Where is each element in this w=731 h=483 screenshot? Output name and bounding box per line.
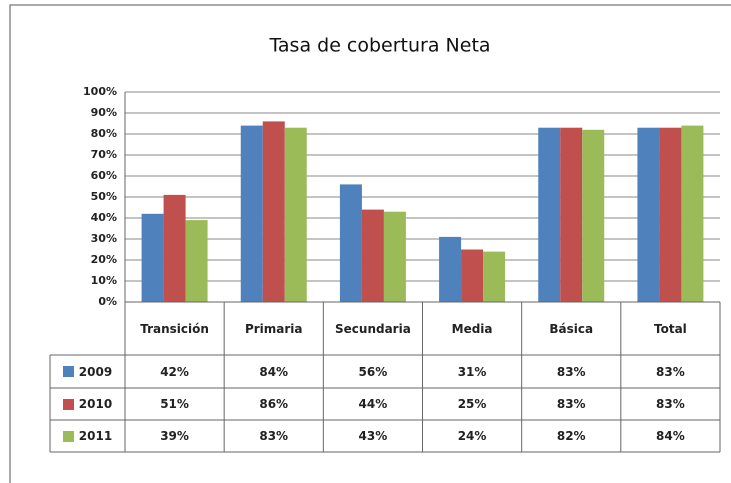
data-table-value: 24% <box>423 420 522 452</box>
data-table-value-text: 24% <box>457 429 487 443</box>
bar <box>483 251 506 302</box>
data-table-value-text: 83% <box>656 364 685 379</box>
category-label: Total <box>621 302 720 355</box>
category-label: Media <box>423 302 522 355</box>
data-table-value: 83% <box>522 388 621 420</box>
bar <box>461 249 484 302</box>
bar <box>361 209 384 302</box>
data-table-value-text: 42% <box>160 364 189 379</box>
data-table-value: 44% <box>323 388 422 420</box>
category-label-text: Transición <box>140 321 209 336</box>
data-table-value-text: 51% <box>160 397 189 411</box>
legend-swatch <box>62 398 74 410</box>
data-table-value: 51% <box>125 388 224 420</box>
data-table-value: 83% <box>621 355 720 388</box>
data-table-value: 31% <box>423 355 522 388</box>
data-table-value: 25% <box>423 388 522 420</box>
data-table-value-text: 84% <box>656 429 685 443</box>
frame-border <box>9 4 731 483</box>
bar <box>681 125 704 302</box>
bar <box>439 236 462 302</box>
bar <box>262 121 285 303</box>
data-table-value: 83% <box>621 388 720 420</box>
y-tick-label: 20% <box>91 253 117 266</box>
data-table-value: 83% <box>522 355 621 388</box>
bar <box>339 184 362 302</box>
bar <box>284 127 307 302</box>
data-table-value-text: 83% <box>656 397 685 411</box>
data-table-value: 84% <box>224 355 323 388</box>
bar <box>560 127 583 302</box>
bar <box>582 129 605 302</box>
category-label-text: Secundaria <box>335 321 411 336</box>
category-label: Secundaria <box>323 302 422 355</box>
bar <box>185 220 208 302</box>
legend-entry-text: 2011 <box>78 429 113 443</box>
bar <box>538 127 561 302</box>
legend-entry: 2010 <box>50 388 125 420</box>
data-table-value-text: 31% <box>457 364 487 379</box>
data-table-value-text: 25% <box>457 397 487 411</box>
y-tick-label: 100% <box>83 85 117 98</box>
data-table-value-text: 83% <box>556 397 586 411</box>
y-tick-label: 80% <box>91 127 117 140</box>
data-table-value-text: 43% <box>358 429 388 443</box>
bar <box>383 211 406 302</box>
y-tick-label: 50% <box>91 190 117 203</box>
bar <box>163 194 186 302</box>
category-label: Primaria <box>224 302 323 355</box>
data-table-value-text: 44% <box>358 397 388 411</box>
data-table-value-text: 56% <box>358 364 388 379</box>
data-table-value-text: 82% <box>556 429 586 443</box>
y-tick-label: 40% <box>91 211 117 224</box>
y-tick-label: 10% <box>91 274 117 287</box>
data-table-value-text: 83% <box>556 364 586 379</box>
bar <box>141 213 164 302</box>
data-table-value: 83% <box>224 420 323 452</box>
bar <box>637 127 660 302</box>
bar <box>240 125 263 302</box>
legend-entry: 2011 <box>50 420 125 452</box>
data-table-value: 86% <box>224 388 323 420</box>
data-table-value-text: 86% <box>259 397 289 411</box>
category-label-text: Básica <box>549 321 594 336</box>
data-table-value: 43% <box>323 420 422 452</box>
chart-title: Tasa de cobertura Neta <box>268 35 490 57</box>
data-table-value: 82% <box>522 420 621 452</box>
category-label-text: Media <box>451 321 493 336</box>
y-tick-label: 30% <box>91 232 117 245</box>
y-tick-label: 70% <box>91 148 117 161</box>
y-tick-label: 60% <box>91 169 117 182</box>
category-label-text: Total <box>654 321 687 336</box>
data-table-value-text: 83% <box>259 429 289 443</box>
data-table-value-text: 39% <box>160 429 189 443</box>
legend-swatch <box>62 430 74 442</box>
legend-entry-text: 2009 <box>78 364 113 379</box>
data-table-value: 84% <box>621 420 720 452</box>
legend-entry: 2009 <box>50 355 125 388</box>
data-table-value-text: 84% <box>259 364 289 379</box>
data-table-value: 42% <box>125 355 224 388</box>
category-label: Transición <box>125 302 224 355</box>
category-label: Básica <box>522 302 621 355</box>
data-table-value: 39% <box>125 420 224 452</box>
legend-entry-text: 2010 <box>78 397 113 411</box>
legend-swatch <box>62 366 74 377</box>
category-label-text: Primaria <box>244 321 303 336</box>
data-table-value: 56% <box>323 355 422 388</box>
y-tick-label: 90% <box>91 106 117 119</box>
y-tick-label: 0% <box>98 295 117 308</box>
bar <box>659 127 682 302</box>
